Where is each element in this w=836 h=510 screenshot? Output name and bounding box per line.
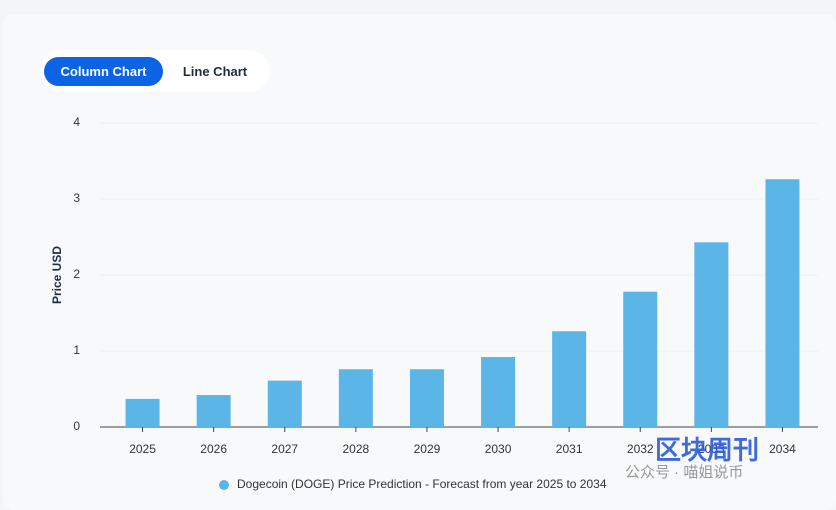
y-tick-label: 3	[73, 191, 80, 205]
y-tick-label: 2	[73, 267, 80, 281]
bar	[481, 357, 516, 427]
legend-label: Dogecoin (DOGE) Price Prediction - Forec…	[237, 477, 607, 491]
x-tick-label: 2033	[698, 442, 725, 456]
bar	[267, 380, 302, 427]
bar	[552, 331, 587, 427]
bar	[125, 398, 160, 427]
bar	[409, 369, 444, 427]
x-tick-label: 2027	[271, 442, 298, 456]
x-tick-label: 2029	[414, 442, 441, 456]
bar	[338, 369, 373, 427]
x-tick-label: 2028	[342, 442, 369, 456]
y-tick-label: 0	[73, 419, 80, 433]
chart-toggle: Column Chart Line Chart	[40, 50, 270, 92]
toggle-option[interactable]: Column Chart	[44, 57, 163, 86]
watermark-brand: 区块周刊	[655, 435, 759, 465]
toggle-option[interactable]: Line Chart	[182, 64, 248, 79]
bar	[765, 179, 800, 427]
bar	[196, 395, 231, 427]
bar	[694, 242, 729, 427]
bar	[623, 291, 658, 427]
x-tick-label: 2030	[485, 442, 512, 456]
y-axis-label: Price USD	[50, 246, 64, 304]
y-tick-label: 1	[73, 343, 80, 357]
legend-swatch	[219, 480, 229, 490]
x-tick-label: 2025	[129, 442, 156, 456]
watermark-account: 公众号 · 喵姐说币	[625, 464, 743, 481]
x-tick-label: 2034	[769, 442, 796, 456]
x-tick-label: 2031	[556, 442, 583, 456]
x-tick-label: 2026	[200, 442, 227, 456]
x-tick-label: 2032	[627, 442, 654, 456]
y-tick-label: 4	[73, 115, 80, 129]
